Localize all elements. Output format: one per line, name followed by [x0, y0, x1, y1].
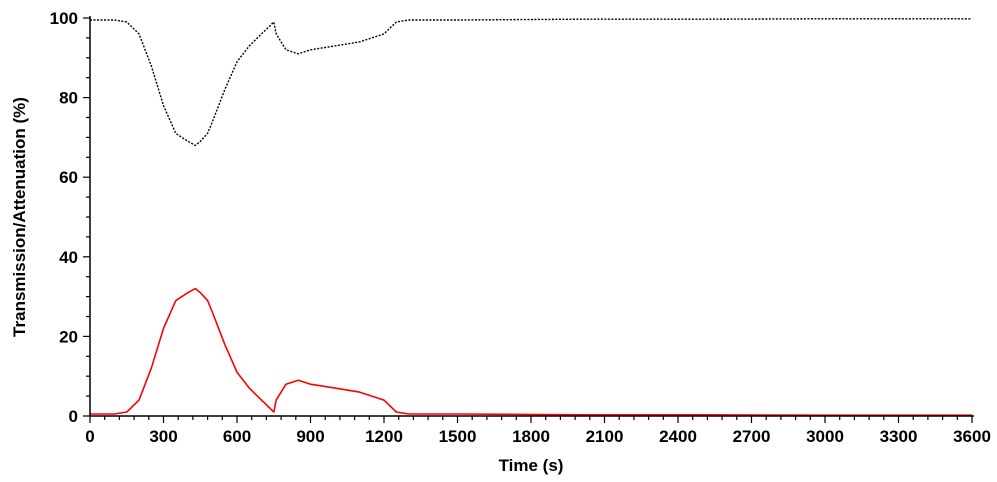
x-tick-label: 3300	[880, 427, 918, 446]
y-tick-label: 0	[69, 407, 78, 426]
x-axis-ticks: 0 300 600 900 1200 1500 1800 2100 2400 2700 3000 33…	[85, 416, 991, 446]
x-axis-title: Time (s)	[499, 456, 564, 475]
x-tick-label: 1200	[365, 427, 403, 446]
series-line-1	[90, 18, 972, 147]
y-tick-label: 100	[50, 9, 78, 28]
y-tick-label: 40	[59, 248, 78, 267]
series-layer	[90, 18, 972, 417]
y-tick-label: 20	[59, 327, 78, 346]
y-axis-title: Transmission/Attenuation (%)	[10, 97, 29, 337]
x-tick-label: 300	[149, 427, 177, 446]
y-axis-ticks: 0 20 40 60 80 100	[50, 9, 90, 426]
x-tick-label: 1500	[439, 427, 477, 446]
x-tick-label: 3600	[953, 427, 991, 446]
series-line-2	[90, 287, 972, 417]
x-tick-label: 2700	[733, 427, 771, 446]
x-tick-label: 2100	[586, 427, 624, 446]
x-tick-label: 0	[85, 427, 94, 446]
x-tick-label: 2400	[659, 427, 697, 446]
y-tick-label: 60	[59, 168, 78, 187]
x-tick-label: 3000	[806, 427, 844, 446]
x-tick-label: 900	[296, 427, 324, 446]
x-tick-label: 600	[223, 427, 251, 446]
y-tick-label: 80	[59, 89, 78, 108]
x-tick-label: 1800	[512, 427, 550, 446]
